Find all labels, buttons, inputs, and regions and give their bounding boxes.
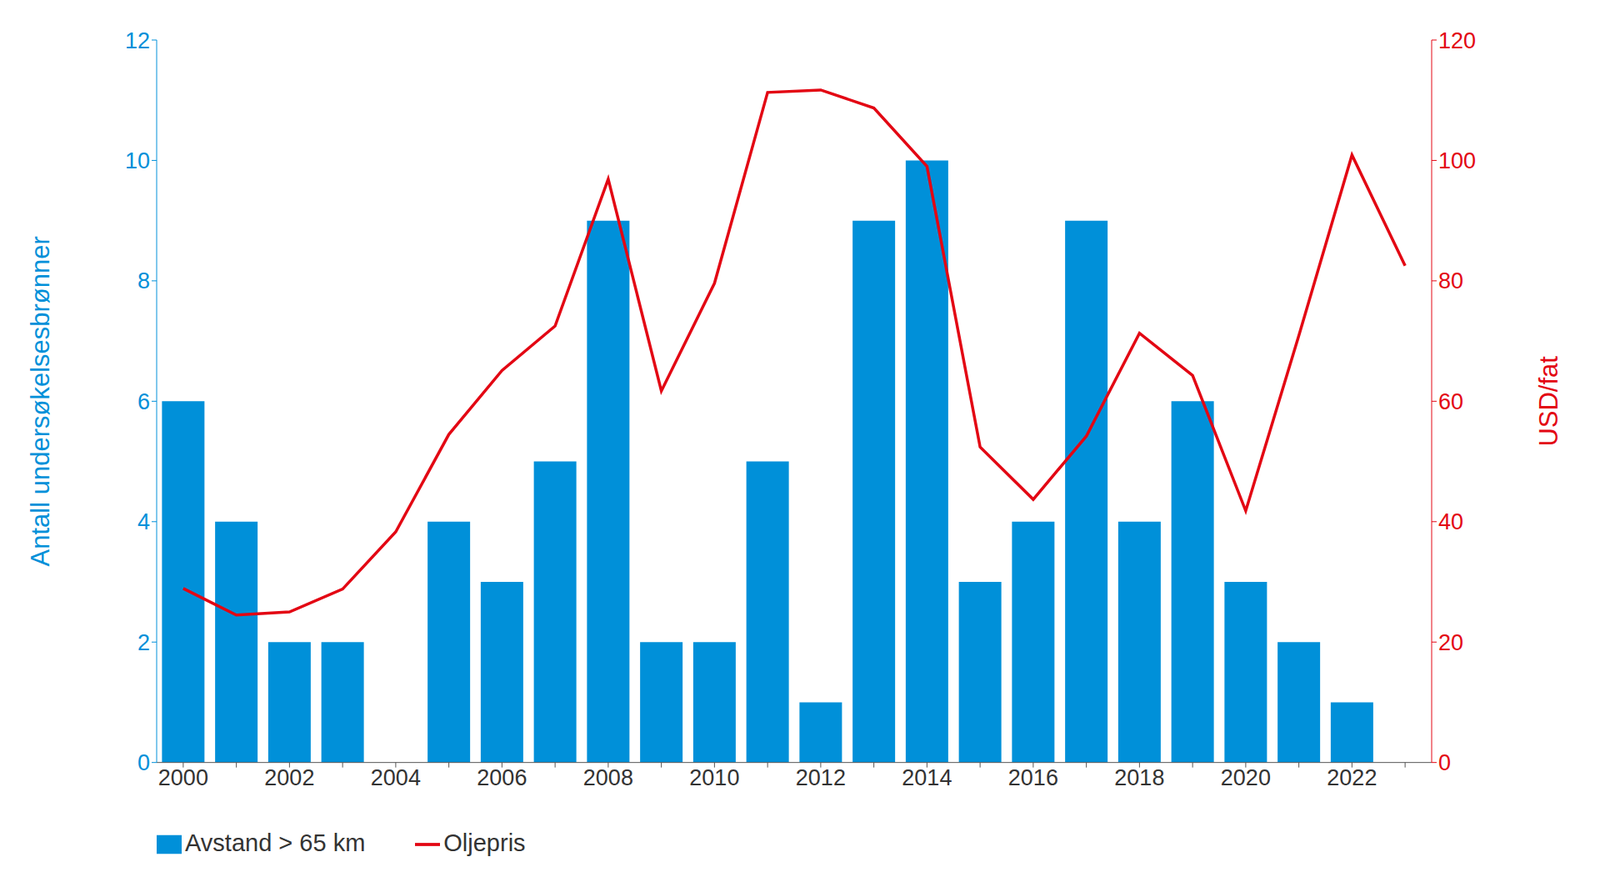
svg-text:40: 40 [1438, 509, 1464, 535]
svg-text:4: 4 [137, 509, 150, 535]
svg-text:2006: 2006 [476, 765, 527, 790]
svg-text:120: 120 [1438, 28, 1476, 54]
svg-text:2022: 2022 [1326, 765, 1377, 790]
svg-text:USD/fat: USD/fat [1534, 355, 1564, 447]
svg-text:2010: 2010 [689, 765, 740, 790]
svg-text:2018: 2018 [1114, 765, 1165, 790]
svg-text:0: 0 [137, 750, 150, 775]
svg-text:2020: 2020 [1220, 765, 1271, 790]
svg-text:2008: 2008 [583, 765, 634, 790]
svg-text:60: 60 [1438, 389, 1464, 415]
svg-text:12: 12 [125, 28, 150, 54]
svg-text:2002: 2002 [264, 765, 315, 790]
svg-text:8: 8 [137, 268, 150, 294]
svg-text:6: 6 [137, 389, 150, 415]
html-text:Oljepris: Oljepris [443, 828, 526, 856]
svg-text:2: 2 [137, 630, 150, 655]
svg-text:Antall undersøkelsesbrønner: Antall undersøkelsesbrønner [25, 235, 55, 566]
svg-text:2004: 2004 [370, 765, 421, 790]
svg-text:2016: 2016 [1008, 765, 1059, 790]
html-text:Avstand > 65 km: Avstand > 65 km [185, 828, 366, 856]
svg-text:20: 20 [1438, 630, 1464, 655]
svg-text:0: 0 [1438, 750, 1451, 775]
svg-text:2014: 2014 [901, 765, 952, 790]
svg-text:2000: 2000 [158, 765, 209, 790]
svg-text:80: 80 [1438, 268, 1464, 294]
svg-text:2012: 2012 [795, 765, 846, 790]
svg-text:10: 10 [125, 148, 150, 174]
svg-text:100: 100 [1438, 148, 1476, 174]
